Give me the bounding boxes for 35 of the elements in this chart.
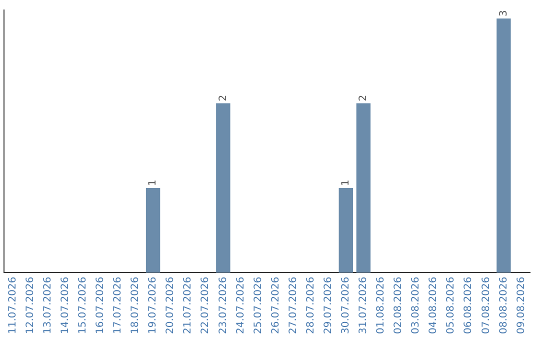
- x-tick-label: 01.08.2026: [376, 276, 387, 334]
- x-tick-label: 04.08.2026: [428, 276, 440, 334]
- x-tick-label: 26.07.2026: [270, 276, 282, 334]
- x-tick-label: 03.08.2026: [410, 276, 422, 334]
- data-label: 3: [498, 10, 510, 16]
- data-label: 1: [148, 180, 159, 186]
- x-tick-label: 06.08.2026: [463, 276, 474, 334]
- x-tick-label: 25.07.2026: [252, 276, 264, 334]
- x-tick-label: 02.08.2026: [393, 276, 404, 334]
- x-tick-label: 07.08.2026: [480, 276, 492, 334]
- x-tick-label: 17.07.2026: [112, 276, 124, 334]
- x-tick-label: 20.07.2026: [165, 276, 176, 334]
- x-tick-label: 19.07.2026: [148, 276, 159, 334]
- x-tick-label: 13.07.2026: [42, 276, 54, 334]
- x-tick-label: 23.07.2026: [218, 276, 229, 334]
- x-tick-label: 05.08.2026: [446, 276, 457, 334]
- x-tick-label: 14.07.2026: [60, 276, 71, 334]
- x-tick-label: 21.07.2026: [182, 276, 194, 334]
- x-tick-label: 12.07.2026: [24, 276, 36, 334]
- data-label: 2: [358, 94, 370, 102]
- x-tick-label: 09.08.2026: [516, 276, 527, 334]
- x-tick-label: 11.07.2026: [7, 276, 18, 334]
- x-tick-label: 22.07.2026: [200, 276, 212, 334]
- x-tick-label: 28.07.2026: [305, 276, 316, 334]
- x-tick-label: 24.07.2026: [235, 276, 246, 334]
- x-tick-label: 27.07.2026: [288, 276, 299, 334]
- x-tick-label: 29.07.2026: [322, 276, 334, 334]
- data-label: 1: [340, 180, 352, 186]
- x-tick-label: 08.08.2026: [498, 276, 510, 334]
- data-label: 2: [218, 94, 229, 102]
- x-tick-label: 18.07.2026: [130, 276, 142, 334]
- x-tick-label: 15.07.2026: [77, 276, 88, 334]
- x-tick-label: 30.07.2026: [340, 276, 352, 334]
- x-tick-label: 31.07.2026: [358, 276, 370, 334]
- x-tick-label: 16.07.2026: [95, 276, 106, 334]
